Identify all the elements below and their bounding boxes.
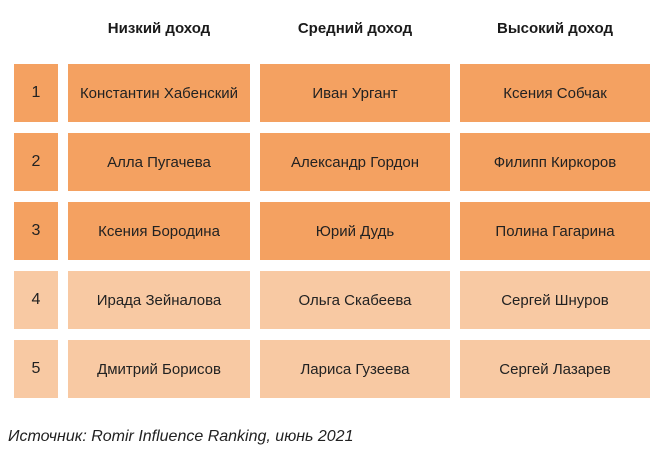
low-income-cell: Ирада Зейналова — [68, 271, 250, 329]
middle-income-cell: Ольга Скабеева — [260, 271, 450, 329]
table-row: 1 Константин Хабенский Иван Ургант Ксени… — [0, 64, 667, 122]
high-income-cell: Сергей Шнуров — [460, 271, 650, 329]
rank-cell: 3 — [14, 202, 58, 260]
table-row: 3 Ксения Бородина Юрий Дудь Полина Гагар… — [0, 202, 667, 260]
middle-income-cell: Юрий Дудь — [260, 202, 450, 260]
rank-cell: 2 — [14, 133, 58, 191]
rank-cell: 1 — [14, 64, 58, 122]
middle-income-cell: Иван Ургант — [260, 64, 450, 122]
high-income-cell: Ксения Собчак — [460, 64, 650, 122]
table-row: 2 Алла Пугачева Александр Гордон Филипп … — [0, 133, 667, 191]
low-income-cell: Дмитрий Борисов — [68, 340, 250, 398]
column-header-low-income: Низкий доход — [107, 20, 211, 37]
table-row: 5 Дмитрий Борисов Лариса Гузеева Сергей … — [0, 340, 667, 398]
table-row: 4 Ирада Зейналова Ольга Скабеева Сергей … — [0, 271, 667, 329]
low-income-cell: Константин Хабенский — [68, 64, 250, 122]
middle-income-cell: Лариса Гузеева — [260, 340, 450, 398]
high-income-cell: Полина Гагарина — [460, 202, 650, 260]
column-header-high-income: Высокий доход — [496, 20, 614, 37]
low-income-cell: Алла Пугачева — [68, 133, 250, 191]
source-caption: Источник: Romir Influence Ranking, июнь … — [8, 428, 354, 445]
low-income-cell: Ксения Бородина — [68, 202, 250, 260]
middle-income-cell: Александр Гордон — [260, 133, 450, 191]
high-income-cell: Сергей Лазарев — [460, 340, 650, 398]
high-income-cell: Филипп Киркоров — [460, 133, 650, 191]
column-header-middle-income: Средний доход — [297, 20, 413, 37]
rank-cell: 5 — [14, 340, 58, 398]
rank-cell: 4 — [14, 271, 58, 329]
